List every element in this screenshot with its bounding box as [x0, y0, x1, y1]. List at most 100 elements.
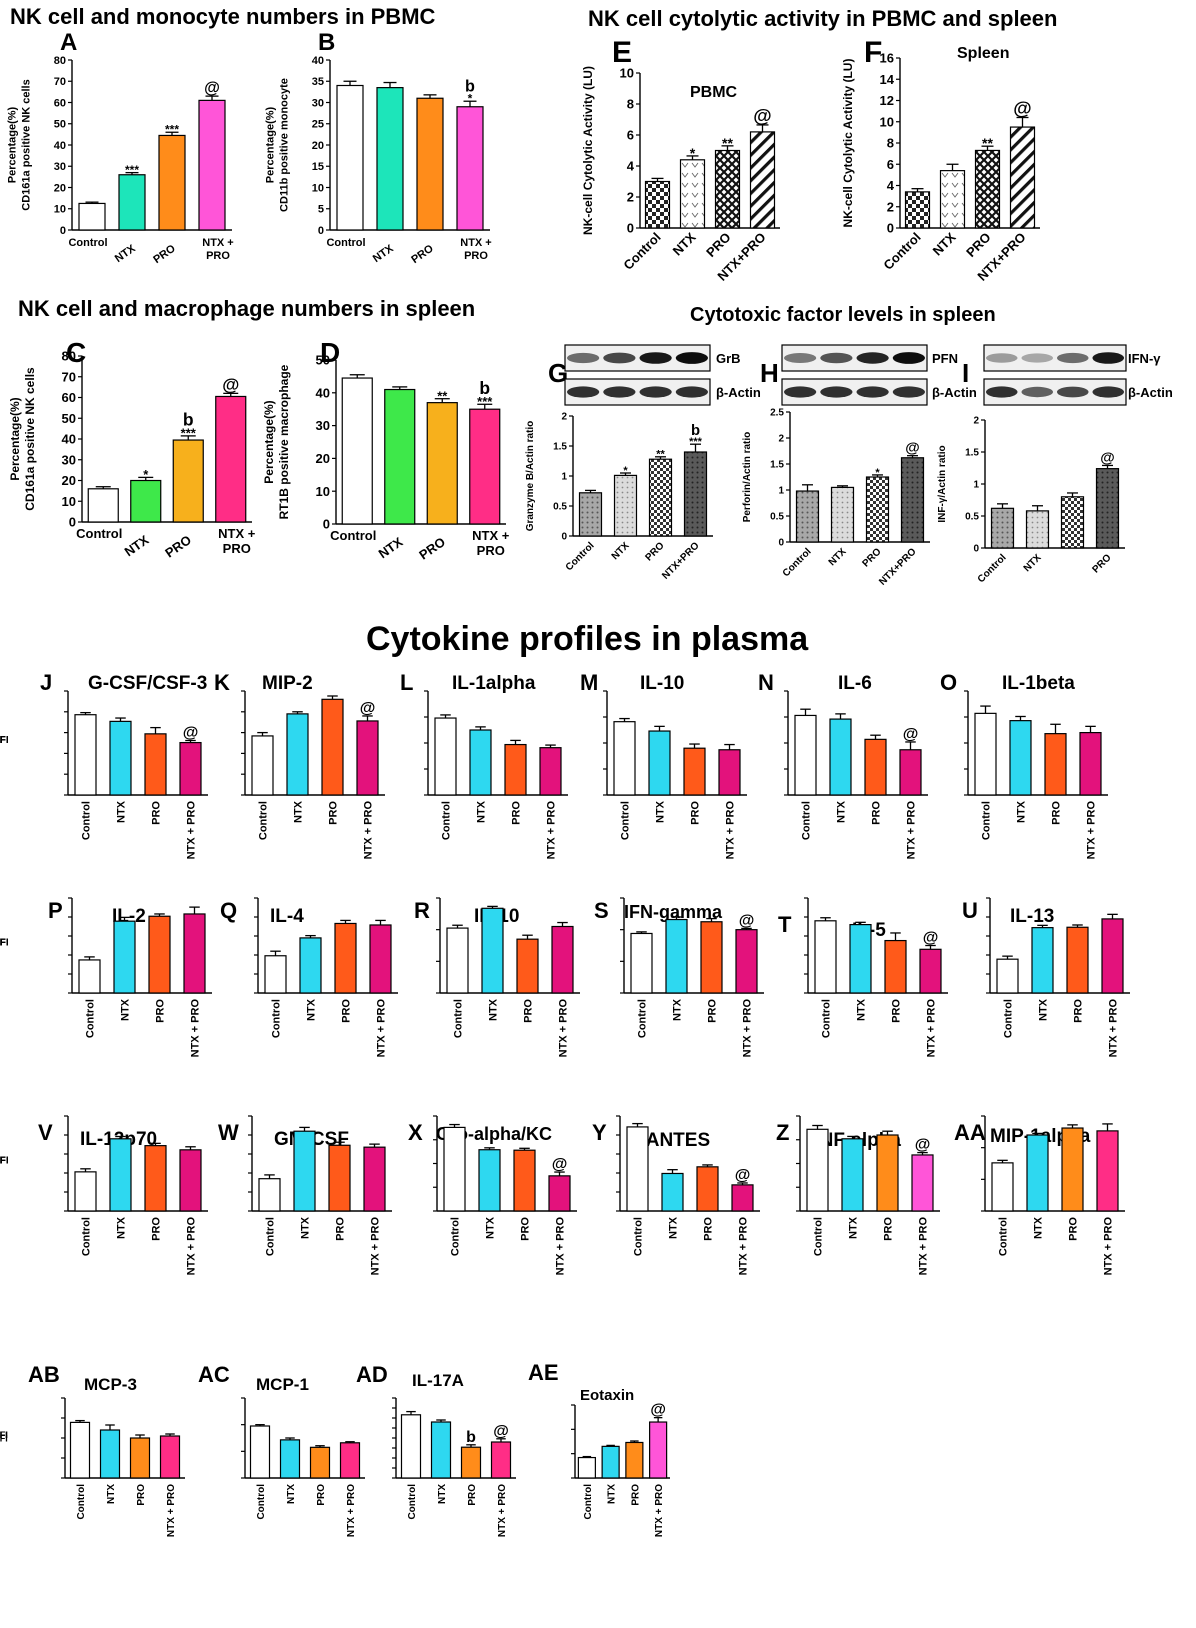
bar-r-1 — [446, 927, 469, 994]
significance-marker: ** — [628, 0, 641, 4]
category-label: NTX — [827, 546, 849, 568]
panel-label: Y — [592, 1120, 607, 1145]
panel-title: IL-10 — [640, 673, 684, 694]
y-tick-label: 600 — [587, 0, 614, 4]
panel-title: MCP-1 — [256, 1375, 309, 1394]
bar-v-3 — [144, 1145, 167, 1212]
y-tick-label: 0 — [57, 0, 66, 4]
category-label: PRO — [511, 801, 523, 825]
category-label: NTX — [113, 242, 138, 265]
y-tick-label: 50 — [583, 0, 601, 4]
blot-band — [856, 352, 889, 364]
category-label: NTX + PRO — [1086, 801, 1098, 860]
bar-aa-4 — [1096, 1130, 1119, 1212]
category-label: Control — [76, 1484, 87, 1520]
y-tick-label: 200 — [755, 0, 782, 4]
y-axis-label: CD11b positive monocyte — [278, 78, 290, 212]
significance-marker: @ — [1100, 450, 1114, 466]
y-tick-label: 50 — [228, 0, 246, 4]
bar-p-2 — [113, 920, 136, 994]
y-tick-label: 25 — [372, 0, 390, 4]
y-axis-label: MFI — [0, 1156, 9, 1167]
category-label: PRO — [1091, 552, 1114, 575]
significance-marker: @ — [735, 1167, 751, 1184]
bar-w-1 — [258, 1178, 281, 1212]
y-tick-label: 1 — [973, 480, 979, 491]
blot-protein-label: GrB — [716, 351, 741, 366]
significance-marker: *** — [165, 122, 179, 136]
category-label: NTX — [670, 229, 699, 258]
chart-panel-s: SIFN-gamma0100200300MFIControl**NTX*PRO@… — [0, 0, 764, 1057]
bar-b-1 — [336, 84, 364, 231]
bar-d-4 — [469, 408, 501, 525]
y-tick-label: 16 — [880, 51, 894, 66]
significance-marker: b — [479, 378, 490, 398]
panel-label: J — [40, 670, 52, 695]
category-label: NTX — [286, 1484, 297, 1504]
heading-nk-pbmc: NK cell and monocyte numbers in PBMC — [10, 4, 436, 29]
blot-protein-label: PFN — [932, 351, 958, 366]
bar-h-4 — [900, 457, 925, 543]
panel-title: MCP-3 — [84, 1375, 137, 1394]
category-label: NTX + PRO — [186, 1217, 198, 1276]
y-tick-label: 1.5 — [553, 442, 567, 453]
y-tick-label: 0 — [887, 221, 894, 236]
y-axis-label: Granzyme B/Actin ratio — [525, 421, 536, 532]
y-tick-label: 0 — [953, 0, 962, 4]
panel-label: AD — [356, 1362, 388, 1387]
panel-title: Spleen — [957, 45, 1009, 62]
bar-q-3 — [334, 922, 357, 994]
bar-y-2 — [661, 1172, 684, 1212]
y-tick-label: 20 — [62, 473, 76, 488]
y-tick-label: 50 — [44, 0, 62, 4]
y-axis-label: MFI — [0, 1156, 9, 1167]
panel-label: O — [940, 670, 957, 695]
y-axis-label: RT1B positive macrophage — [277, 364, 291, 519]
significance-marker: *** — [150, 0, 169, 4]
category-label: Control — [880, 230, 923, 273]
chart-panel-ab: ABMCP-301000200030004000MFIControlNTX*PR… — [0, 0, 185, 1537]
y-tick-label: 0 — [778, 538, 784, 549]
y-axis-label: MFI — [0, 938, 9, 949]
category-label: PRO — [707, 999, 719, 1023]
y-tick-label: 150 — [755, 0, 782, 4]
bar-aa-1 — [991, 1162, 1014, 1212]
category-label: PRO — [151, 242, 178, 266]
bar-j-4 — [179, 741, 202, 796]
bar-y-4 — [731, 1184, 754, 1212]
y-tick-label: 100 — [212, 0, 239, 4]
blot-band — [567, 352, 600, 364]
category-label: NTX — [836, 800, 848, 823]
category-label: NTX — [488, 998, 500, 1021]
category-label: Control — [998, 1217, 1010, 1256]
y-tick-label: 0 — [50, 0, 59, 4]
panel-label: W — [218, 1120, 239, 1145]
significance-marker: @ — [360, 700, 376, 717]
y-tick-label: 150 — [775, 0, 802, 4]
panel-title: IL-6 — [838, 673, 872, 694]
bar-ac-4 — [339, 1442, 361, 1479]
blot-band — [820, 386, 853, 398]
significance-marker: *** — [1033, 0, 1052, 4]
y-axis-label: MFI — [0, 735, 9, 746]
bar-l-3 — [504, 743, 527, 796]
y-tick-label: 100 — [35, 0, 62, 4]
bar-h-3 — [865, 476, 890, 543]
category-label: NTX — [848, 1216, 860, 1239]
y-tick-label: 250 — [957, 0, 984, 4]
y-tick-label: 200 — [587, 0, 614, 4]
y-tick-label: 250 — [39, 0, 66, 4]
category-label: NTX — [371, 242, 396, 265]
chart-panel-u: UIL-13050100150200250MFIControl***NTX***… — [0, 0, 1130, 1057]
y-tick-label: 50 — [413, 0, 431, 4]
bar-b-4 — [456, 106, 484, 231]
panel-label: I — [962, 358, 969, 388]
y-tick-label: 60 — [62, 390, 76, 405]
significance-marker: *** — [341, 0, 360, 4]
y-tick-label: 200 — [957, 0, 984, 4]
bar-v-1 — [74, 1171, 97, 1212]
y-tick-label: 30 — [312, 97, 324, 109]
y-tick-label: 0 — [609, 0, 618, 4]
category-label: PRO — [151, 1217, 163, 1241]
category-label: NTX + PRO — [370, 1217, 382, 1276]
